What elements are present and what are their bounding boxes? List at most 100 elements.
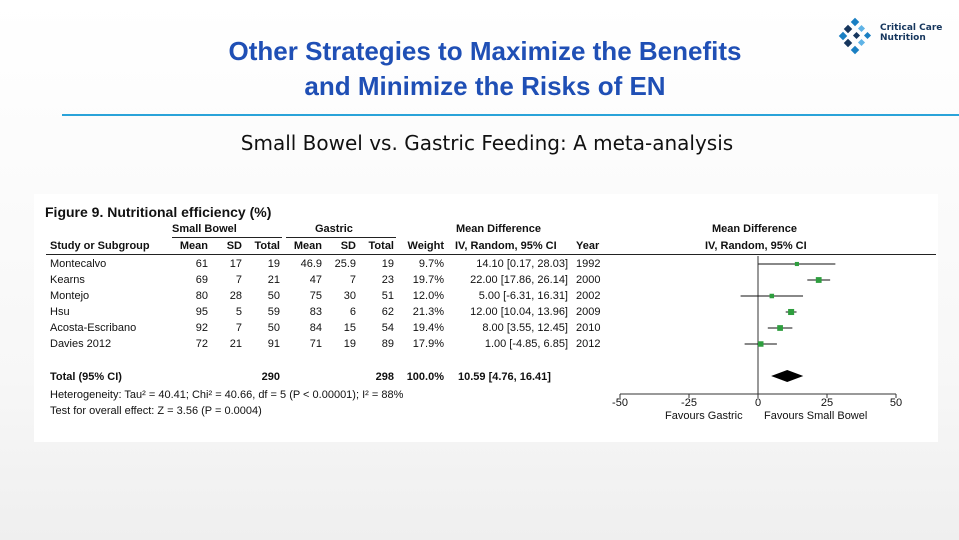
weight: 21.3%	[412, 306, 444, 318]
sb-sd: 17	[229, 258, 242, 270]
study-name: Davies 2012	[50, 338, 112, 350]
g-sd: 25.9	[334, 258, 356, 270]
effect-marker	[769, 293, 775, 299]
slide-title-line-1: Other Strategies to Maximize the Benefit…	[228, 36, 742, 66]
g-mean: 83	[309, 306, 322, 318]
effect-marker	[788, 308, 795, 316]
group-header-small-bowel: Small Bowel	[172, 223, 237, 235]
x-tick-label: 25	[820, 397, 834, 409]
g-mean: 46.9	[300, 258, 322, 270]
weight: 19.7%	[412, 274, 444, 286]
sb-sd: 28	[229, 290, 242, 302]
col-header-ci: IV, Random, 95% CI	[455, 240, 557, 252]
sb-total: 21	[267, 274, 280, 286]
sb-total: 50	[267, 290, 280, 302]
title-divider	[62, 114, 959, 116]
sb-sd: 5	[235, 306, 242, 318]
col-header-year: Year	[576, 240, 600, 252]
col-header-sb-mean: Mean	[179, 240, 208, 252]
g-sd: 7	[349, 274, 356, 286]
pooled-effect-diamond	[771, 370, 804, 382]
gastric-underline	[286, 237, 396, 238]
total-label: Total (95% CI)	[50, 371, 122, 383]
forest-plot	[619, 256, 897, 398]
sb-mean: 92	[195, 322, 208, 334]
logo-text: Critical Care Nutrition	[880, 23, 942, 43]
total-sb: 290	[261, 371, 280, 383]
sb-sd: 21	[229, 338, 242, 350]
heterogeneity-text: Heterogeneity: Tau² = 40.41; Chi² = 40.6…	[50, 389, 404, 401]
x-tick-label: -50	[612, 397, 628, 409]
group-header-plot-mean-difference: Mean Difference	[712, 223, 797, 235]
col-header-sb-total: Total	[254, 240, 280, 252]
x-tick-label: 0	[754, 397, 762, 409]
logo-chevron-icon	[838, 17, 872, 55]
col-header-g-total: Total	[368, 240, 394, 252]
sb-total: 50	[267, 322, 280, 334]
g-mean: 71	[309, 338, 322, 350]
study-name: Kearns	[50, 274, 85, 286]
overall-effect-text: Test for overall effect: Z = 3.56 (P = 0…	[50, 405, 262, 417]
g-mean: 84	[309, 322, 322, 334]
study-name: Hsu	[50, 306, 70, 318]
slide-title: Other Strategies to Maximize the Benefit…	[130, 34, 840, 104]
col-header-g-sd: SD	[340, 240, 356, 252]
favours-small-bowel-label: Favours Small Bowel	[764, 410, 868, 422]
header-divider	[46, 254, 936, 255]
weight: 17.9%	[412, 338, 444, 350]
g-total: 23	[381, 274, 394, 286]
x-axis-ticks	[619, 394, 897, 398]
sb-sd: 7	[235, 274, 242, 286]
year: 2012	[576, 338, 601, 350]
col-header-sb-sd: SD	[226, 240, 242, 252]
sb-total: 59	[267, 306, 280, 318]
favours-gastric-label: Favours Gastric	[665, 410, 743, 422]
study-name: Montejo	[50, 290, 90, 302]
figure-title: Figure 9. Nutritional efficiency (%)	[45, 204, 272, 220]
slide-subtitle: Small Bowel vs. Gastric Feeding: A meta-…	[240, 131, 734, 155]
col-header-weight: Weight	[407, 240, 444, 252]
col-header-study: Study or Subgroup	[50, 240, 150, 252]
study-name: Acosta-Escribano	[50, 322, 137, 334]
g-mean: 75	[309, 290, 322, 302]
ci-text: 8.00 [3.55, 12.45]	[482, 322, 568, 334]
g-total: 54	[381, 322, 394, 334]
ci-text: 1.00 [-4.85, 6.85]	[484, 338, 568, 350]
sb-mean: 61	[195, 258, 208, 270]
x-tick-label: 50	[889, 397, 903, 409]
group-header-mean-difference: Mean Difference	[456, 223, 541, 235]
total-ci-text: 10.59 [4.76, 16.41]	[458, 371, 551, 383]
year: 2000	[576, 274, 601, 286]
sb-mean: 69	[195, 274, 208, 286]
g-sd: 30	[343, 290, 356, 302]
col-header-g-mean: Mean	[293, 240, 322, 252]
effect-marker	[758, 341, 764, 347]
effect-marker	[777, 325, 783, 331]
col-header-plot-ci: IV, Random, 95% CI	[705, 240, 807, 252]
study-name: Montecalvo	[50, 258, 107, 270]
weight: 19.4%	[412, 322, 444, 334]
forest-plot-figure: Figure 9. Nutritional efficiency (%) Sma…	[34, 194, 938, 442]
g-sd: 19	[343, 338, 356, 350]
ci-text: 5.00 [-6.31, 16.31]	[478, 290, 568, 302]
group-header-gastric: Gastric	[315, 223, 353, 235]
small-bowel-underline	[172, 237, 282, 238]
sb-mean: 72	[195, 338, 208, 350]
year: 2009	[576, 306, 601, 318]
ci-text: 14.10 [0.17, 28.03]	[476, 258, 568, 270]
logo-text-line-1: Critical Care	[880, 23, 943, 33]
x-tick-label: -25	[681, 397, 697, 409]
ci-text: 12.00 [10.04, 13.96]	[470, 306, 568, 318]
sb-mean: 80	[195, 290, 208, 302]
logo-text-line-2: Nutrition	[880, 33, 926, 43]
ci-text: 22.00 [17.86, 26.14]	[470, 274, 568, 286]
g-total: 19	[381, 258, 394, 270]
g-sd: 15	[343, 322, 356, 334]
year: 2010	[576, 322, 601, 334]
forest-marks	[740, 261, 836, 382]
sb-total: 19	[267, 258, 280, 270]
sb-total: 91	[267, 338, 280, 350]
sb-mean: 95	[195, 306, 208, 318]
g-mean: 47	[309, 274, 322, 286]
total-weight: 100.0%	[406, 371, 444, 383]
